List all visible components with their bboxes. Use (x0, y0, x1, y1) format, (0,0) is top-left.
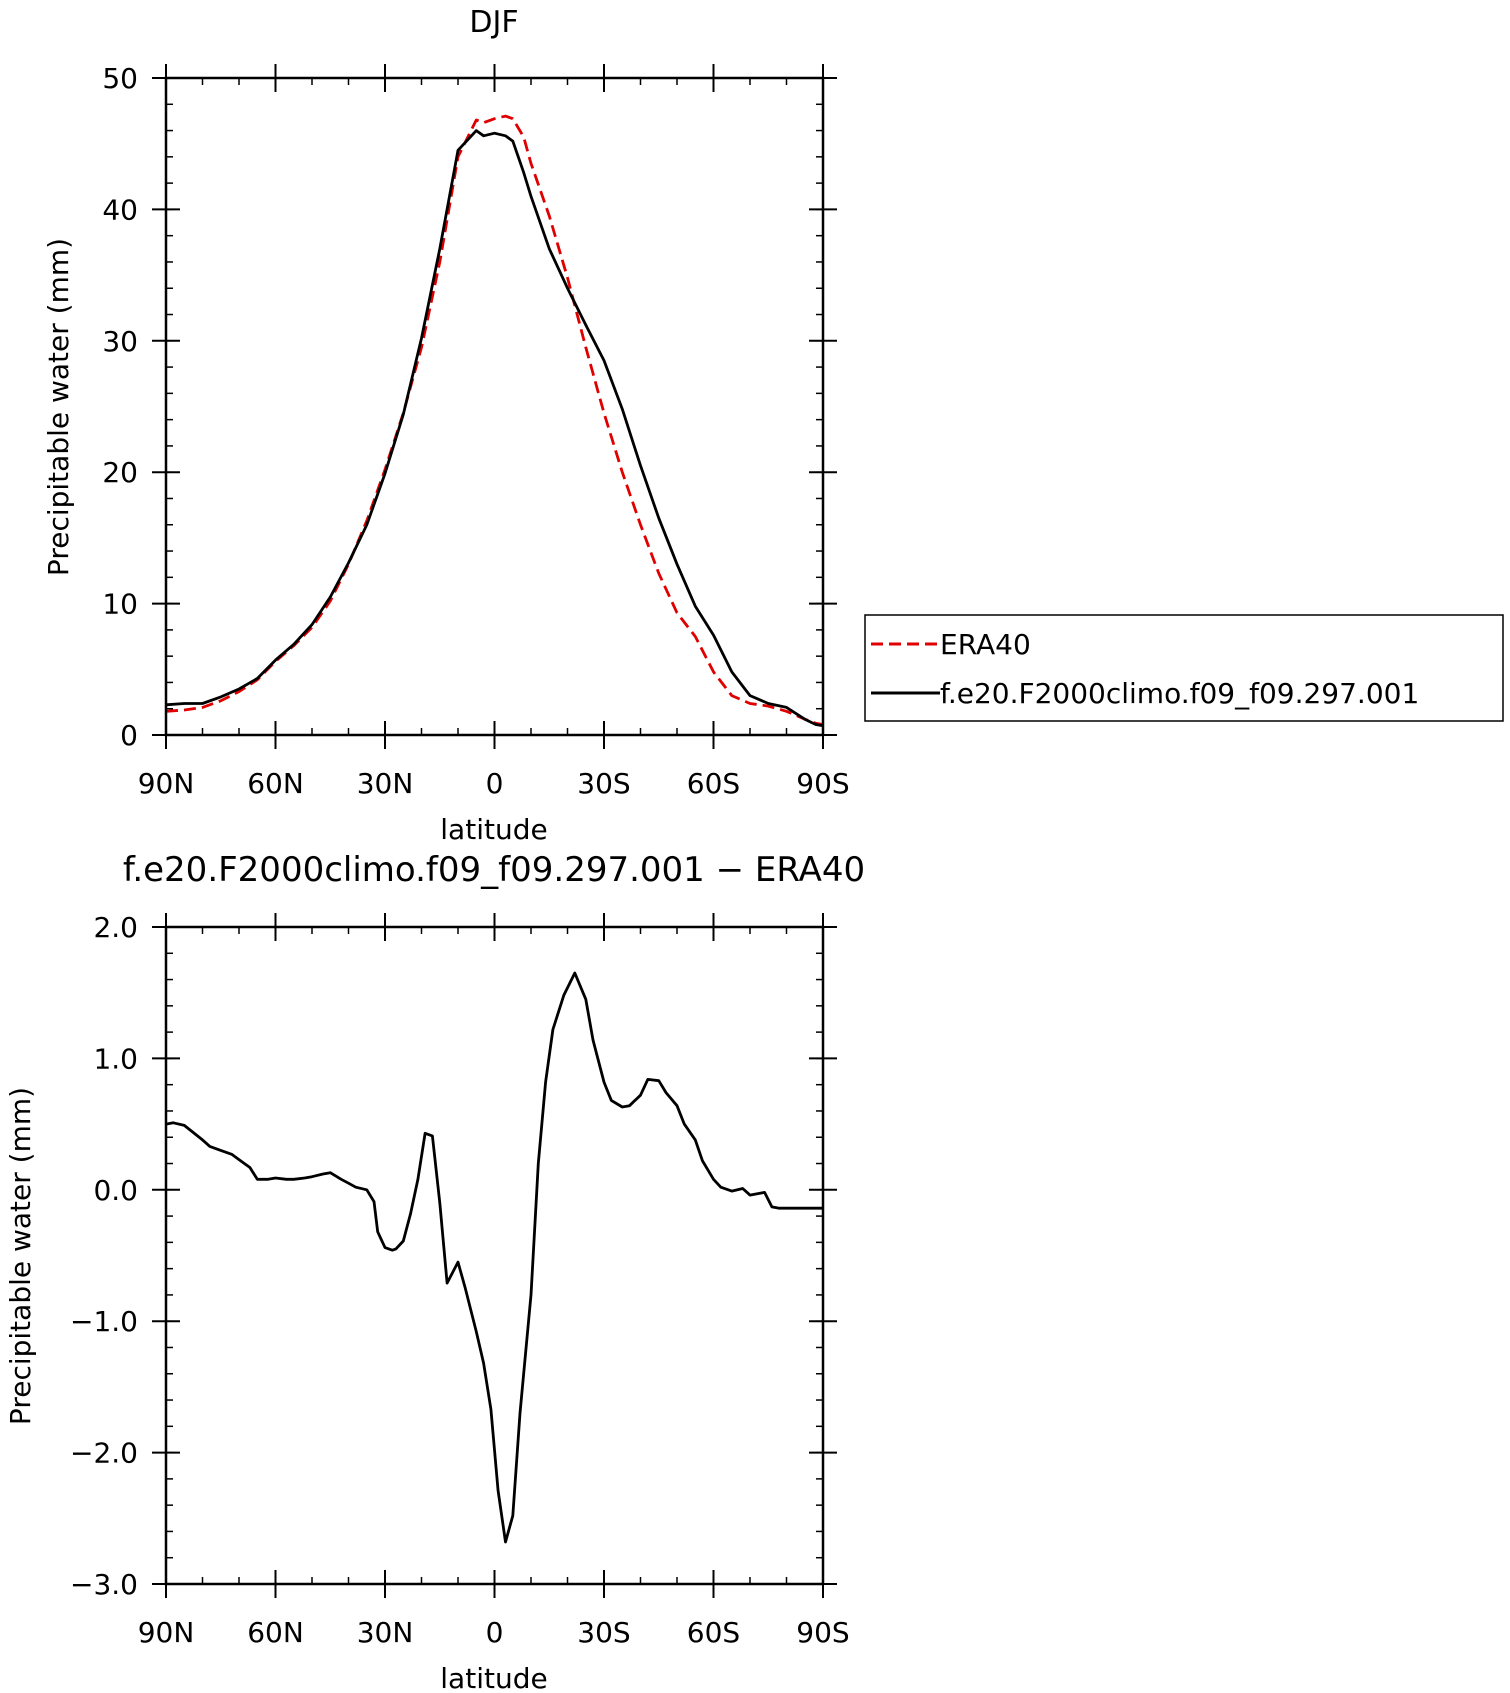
y-tick-label: −1.0 (70, 1305, 138, 1338)
x-tick-label: 0 (486, 767, 504, 800)
series-line-f-e20-f2000climo-f09-f09-297-001 (165, 129, 824, 728)
y-tick-label: 10 (102, 588, 138, 621)
x-tick-label: 60N (247, 1616, 304, 1649)
x-tick-label: 90N (138, 1616, 195, 1649)
legend-label-model: f.e20.F2000climo.f09_f09.297.001 (940, 677, 1419, 710)
x-tick-label: 30N (357, 1616, 414, 1649)
x-tick-label: 90N (138, 767, 195, 800)
y-tick-label: 0 (120, 719, 138, 752)
y-tick-label: 2.0 (93, 911, 138, 944)
x-tick-label: 90S (796, 767, 849, 800)
y-tick-label: 40 (102, 193, 138, 226)
y-tick-label: −3.0 (70, 1568, 138, 1601)
bottom-chart-y-axis-label: Precipitable water (mm) (4, 1087, 37, 1425)
y-tick-label: −2.0 (70, 1437, 138, 1470)
legend-label-era40: ERA40 (940, 628, 1031, 661)
legend: ERA40 f.e20.F2000climo.f09_f09.297.001 (864, 614, 1504, 722)
x-tick-label: 30S (577, 1616, 630, 1649)
x-tick-label: 60S (687, 767, 740, 800)
x-tick-label: 90S (796, 1616, 849, 1649)
x-tick-label: 30S (577, 767, 630, 800)
top-chart-y-axis-label: Precipitable water (mm) (42, 238, 75, 576)
top-chart-panel: DJF 0 10 20 30 40 50 90N 60N 30N 0 30S 60S 90S latit… (42, 5, 1504, 846)
y-tick-label: 30 (102, 325, 138, 358)
bottom-chart-panel: f.e20.F2000climo.f09_f09.297.001 − ERA40… (4, 850, 865, 1693)
series-line-era40 (165, 114, 824, 726)
top-chart-frame (164, 76, 825, 737)
legend-box (864, 614, 1504, 722)
bottom-chart-x-axis-label: latitude (440, 1662, 547, 1693)
y-tick-label: 0.0 (93, 1174, 138, 1207)
top-chart-title: DJF (469, 5, 518, 40)
x-tick-label: 30N (357, 767, 414, 800)
x-tick-label: 60N (247, 767, 304, 800)
top-chart-x-axis-label: latitude (440, 813, 547, 846)
bottom-chart-title: f.e20.F2000climo.f09_f09.297.001 − ERA40 (123, 850, 865, 890)
difference-series-line (165, 971, 823, 1544)
x-tick-label: 0 (486, 1616, 504, 1649)
bottom-chart-frame (164, 925, 825, 1586)
y-tick-label: 1.0 (93, 1042, 138, 1075)
y-tick-label: 20 (102, 456, 138, 489)
y-tick-label: 50 (102, 62, 138, 95)
x-tick-label: 60S (687, 1616, 740, 1649)
